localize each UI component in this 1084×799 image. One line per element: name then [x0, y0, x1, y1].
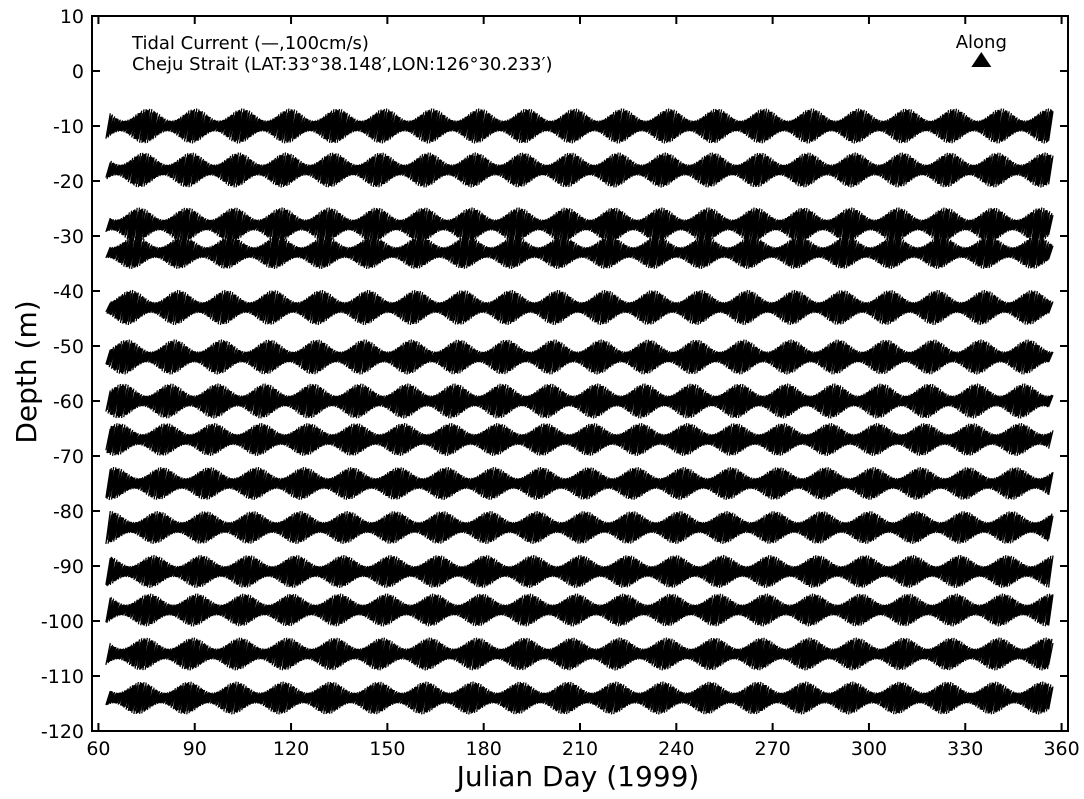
current-sticks [105, 236, 1054, 269]
y-axis-ticks: 10 0 -10 -20 -30 -40 -50 -60 -70 -80 -90 -100 -110 -1… [41, 6, 1068, 743]
depth-series-11 [105, 554, 1054, 589]
x-tick-label: 120 [273, 738, 309, 760]
x-tick-label: 180 [466, 738, 502, 760]
y-tick-label: 0 [72, 61, 84, 83]
y-axis-title: Depth (m) [10, 300, 43, 443]
x-axis-title: Julian Day (1999) [455, 760, 700, 793]
x-tick-label: 150 [369, 738, 405, 760]
current-sticks [105, 207, 1054, 243]
depth-series-6 [105, 339, 1054, 375]
x-tick-label: 60 [86, 738, 110, 760]
x-tick-label: 360 [1043, 738, 1079, 760]
current-sticks [105, 339, 1054, 375]
depth-series-1 [105, 108, 1054, 144]
depth-series-4 [105, 236, 1054, 269]
y-tick-label: -70 [53, 446, 84, 468]
stick-series-layer [105, 108, 1054, 715]
current-sticks [105, 637, 1054, 671]
depth-series-3 [105, 207, 1054, 243]
y-tick-label: -110 [41, 666, 84, 688]
y-tick-label: -50 [53, 336, 84, 358]
depth-series-2 [105, 152, 1054, 188]
y-tick-label: -120 [41, 721, 84, 743]
current-sticks [105, 681, 1054, 715]
x-tick-label: 330 [947, 738, 983, 760]
depth-series-7 [105, 383, 1054, 419]
annotation-tidal-current: Tidal Current (—,100cm/s) [131, 33, 369, 54]
x-tick-label: 300 [851, 738, 887, 760]
y-tick-label: -80 [53, 501, 84, 523]
current-sticks [105, 467, 1054, 500]
current-sticks [105, 383, 1054, 419]
depth-series-12 [105, 593, 1054, 627]
x-tick-label: 210 [562, 738, 598, 760]
depth-series-5 [105, 289, 1054, 326]
direction-marker-triangle [971, 52, 992, 67]
annotation-station: Cheju Strait (LAT:33°38.148′,LON:126°30.… [132, 54, 553, 75]
y-tick-label: -20 [53, 171, 84, 193]
current-sticks [105, 289, 1054, 326]
y-tick-label: -40 [53, 281, 84, 303]
y-tick-label: -60 [53, 391, 84, 413]
y-tick-label: -30 [53, 226, 84, 248]
y-tick-label: -90 [53, 556, 84, 578]
direction-label: Along [956, 32, 1007, 53]
current-sticks [105, 108, 1054, 144]
current-sticks [105, 554, 1054, 589]
x-tick-label: 270 [754, 738, 790, 760]
x-axis-ticks: 60 90 120 150 180 210 240 270 300 330 360 [86, 16, 1080, 760]
x-tick-label: 240 [658, 738, 694, 760]
x-tick-label: 90 [183, 738, 207, 760]
current-sticks [105, 593, 1054, 627]
depth-series-14 [105, 681, 1054, 715]
current-sticks [105, 423, 1054, 456]
current-sticks [105, 510, 1054, 545]
depth-series-9 [105, 467, 1054, 500]
y-tick-label: 10 [60, 6, 84, 28]
y-tick-label: -10 [53, 116, 84, 138]
depth-series-13 [105, 637, 1054, 671]
y-tick-label: -100 [41, 611, 84, 633]
depth-series-10 [105, 510, 1054, 545]
depth-series-8 [105, 423, 1054, 456]
current-sticks [105, 152, 1054, 188]
